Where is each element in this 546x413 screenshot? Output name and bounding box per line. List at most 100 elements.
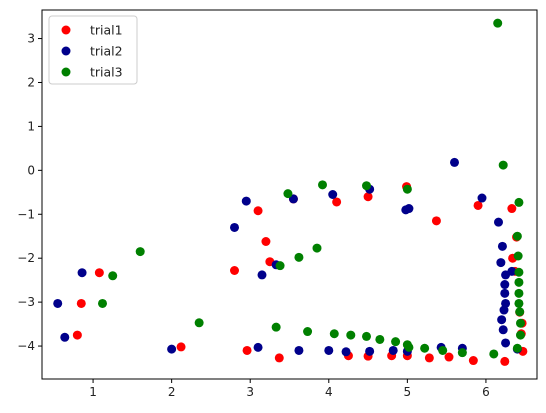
data-point [514, 267, 524, 277]
data-point [431, 216, 441, 226]
data-point [497, 241, 507, 251]
data-point [500, 356, 510, 366]
data-point [274, 353, 284, 363]
data-point [450, 157, 459, 167]
data-point [494, 217, 503, 227]
data-point [283, 189, 293, 199]
data-point [515, 307, 525, 317]
data-point [514, 197, 524, 207]
x-tick-label: 2 [168, 385, 176, 399]
data-point [77, 268, 87, 278]
data-point [318, 180, 327, 190]
data-point [176, 342, 186, 352]
data-point [498, 325, 508, 335]
data-point [516, 318, 525, 328]
data-point [444, 352, 454, 362]
y-tick-label: −1 [17, 207, 35, 221]
legend-label: trial2 [90, 44, 123, 59]
data-point [501, 298, 511, 308]
data-point [167, 344, 177, 354]
data-point [72, 330, 82, 340]
data-point [60, 332, 70, 342]
data-point [271, 322, 281, 332]
data-point [473, 200, 483, 210]
data-point [332, 197, 342, 207]
data-point [135, 247, 145, 257]
legend-marker [61, 46, 71, 56]
y-tick-label: 1 [27, 119, 35, 133]
data-point [253, 206, 263, 216]
data-point [98, 298, 107, 308]
data-point [514, 288, 524, 298]
series-trial3 [98, 18, 525, 359]
data-point [257, 270, 267, 280]
data-point [404, 204, 414, 214]
data-point [489, 349, 499, 359]
x-axis: 1 2 3 4 5 6 [89, 379, 490, 399]
data-point [496, 258, 506, 268]
legend: trial1 trial2 trial3 [48, 15, 138, 85]
data-point [402, 184, 412, 194]
x-tick-label: 5 [404, 385, 412, 399]
data-point [329, 329, 339, 339]
data-point [404, 342, 414, 352]
plot-frame [41, 9, 538, 380]
y-tick-label: −3 [17, 295, 35, 309]
y-tick-label: −4 [17, 339, 35, 353]
data-point [388, 345, 398, 355]
data-point [253, 342, 263, 352]
data-point [362, 181, 371, 191]
data-point [303, 327, 313, 337]
data-point [230, 265, 239, 275]
data-point [457, 348, 467, 358]
x-tick-label: 4 [325, 385, 333, 399]
data-point [94, 268, 104, 278]
legend-box [48, 15, 138, 85]
data-point [341, 347, 351, 357]
y-axis: 3 2 1 0 −1 −2 −3 −4 [17, 32, 42, 353]
data-point [512, 231, 522, 241]
data-point [501, 338, 511, 348]
data-point [242, 345, 252, 355]
data-point [468, 356, 478, 366]
data-point [516, 330, 525, 340]
legend-marker [61, 67, 71, 77]
data-point [194, 318, 204, 328]
data-points [53, 18, 528, 366]
data-point [500, 288, 510, 298]
data-point [108, 271, 118, 281]
data-point [507, 204, 517, 214]
data-point [498, 160, 508, 170]
data-point [324, 345, 334, 355]
data-point [261, 237, 271, 247]
data-point [514, 277, 524, 287]
data-point [363, 192, 373, 202]
data-point [241, 196, 251, 206]
data-point [312, 243, 322, 253]
data-point [512, 343, 522, 353]
data-point [76, 298, 86, 308]
data-point [438, 345, 448, 355]
data-point [420, 343, 430, 353]
legend-marker [61, 25, 71, 35]
data-point [497, 315, 507, 325]
data-point [294, 252, 304, 262]
data-point [493, 18, 503, 28]
y-tick-label: −2 [17, 251, 35, 265]
data-point [346, 330, 356, 340]
data-point [507, 266, 517, 276]
y-tick-label: 2 [27, 75, 35, 89]
x-tick-label: 1 [89, 385, 97, 399]
data-point [328, 190, 338, 199]
data-point [230, 222, 239, 232]
data-point [275, 261, 285, 271]
data-point [424, 353, 434, 363]
data-point [500, 280, 510, 290]
y-tick-label: 3 [27, 32, 35, 46]
x-tick-label: 6 [482, 385, 490, 399]
x-tick-label: 3 [246, 385, 254, 399]
series-trial2 [53, 157, 522, 357]
legend-label: trial1 [90, 23, 123, 38]
data-point [375, 334, 385, 344]
